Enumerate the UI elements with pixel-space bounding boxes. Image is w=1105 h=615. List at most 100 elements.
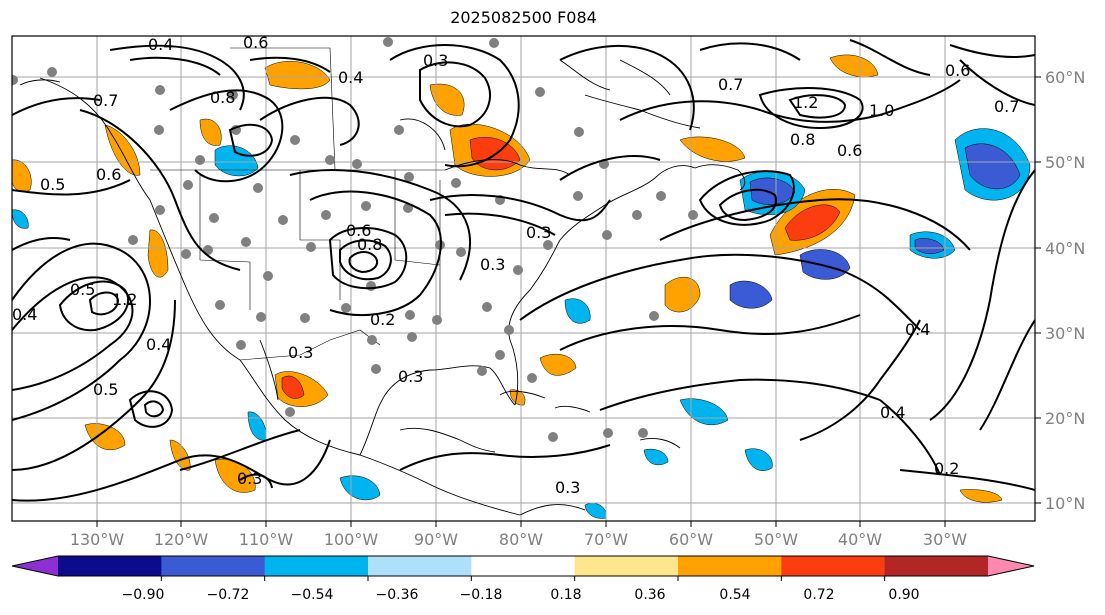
contour-label: 0.7 xyxy=(93,91,118,110)
anomaly-area xyxy=(12,159,32,192)
colorbar-swatch xyxy=(574,556,679,576)
anomaly-area xyxy=(799,249,851,280)
contour-label: 0.3 xyxy=(423,51,448,70)
colorbar-labels: −0.90 −0.72 −0.54 −0.36 −0.18 0.18 0.36 … xyxy=(122,587,920,603)
contour-label: 0.4 xyxy=(12,305,37,324)
colorbar xyxy=(11,555,1035,581)
map-title: 2025082500 F084 xyxy=(450,8,597,27)
contour-label: 0.2 xyxy=(370,310,395,329)
lon-label: 90°W xyxy=(414,530,458,549)
anomaly-area xyxy=(959,489,1003,503)
contour-label: 0.3 xyxy=(555,478,580,497)
colorbar-tick-label: −0.90 xyxy=(122,587,165,603)
contour-label: 0.6 xyxy=(837,141,862,160)
colorbar-tick-label: −0.36 xyxy=(376,587,419,603)
anomaly-area xyxy=(199,118,222,146)
anomaly-area xyxy=(564,298,591,324)
lat-label: 10°N xyxy=(1045,494,1085,513)
colorbar-tick-label: 0.18 xyxy=(550,587,581,603)
lon-label: 110°W xyxy=(239,530,294,549)
contour-label: 0.6 xyxy=(945,61,970,80)
contour-label: 1.2 xyxy=(793,93,818,112)
anomaly-area xyxy=(12,209,29,229)
contour-label: 0.7 xyxy=(718,75,743,94)
contour-lines xyxy=(12,39,1035,502)
station-markers xyxy=(12,37,698,442)
anomaly-area xyxy=(147,229,169,278)
colorbar-min-extension xyxy=(12,556,58,576)
anomaly-area xyxy=(643,448,669,466)
contour-label: 0.4 xyxy=(880,403,905,422)
anomaly-area xyxy=(214,145,259,177)
contour-label: 0.8 xyxy=(210,88,235,107)
anomaly-area xyxy=(914,238,945,254)
colorbar-swatch xyxy=(161,556,266,576)
contour-label: 0.6 xyxy=(243,33,268,52)
lat-label: 60°N xyxy=(1045,68,1085,87)
anomaly-area xyxy=(169,439,191,471)
lon-label: 70°W xyxy=(584,530,628,549)
lat-label: 30°N xyxy=(1045,324,1085,343)
contour-label: 0.8 xyxy=(357,235,382,254)
contour-labels: 0.4 0.6 0.4 0.3 0.7 0.8 0.7 0.6 1.2 0.6 … xyxy=(12,33,1019,497)
colorbar-swatch xyxy=(781,556,886,576)
lon-label: 130°W xyxy=(70,530,125,549)
contour-label: 0.3 xyxy=(288,343,313,362)
lon-label: 30°W xyxy=(923,530,967,549)
contour-label: 0.8 xyxy=(790,130,815,149)
colorbar-swatch xyxy=(264,556,369,576)
longitude-labels: 130°W 120°W 110°W 100°W 90°W 80°W 70°W 6… xyxy=(70,530,967,549)
anomaly-area xyxy=(679,136,746,162)
anomaly-area xyxy=(829,54,879,78)
contour-label: 0.4 xyxy=(905,320,930,339)
colorbar-tick-label: 0.54 xyxy=(719,587,750,603)
contour-label: 0.3 xyxy=(237,469,262,488)
colorbar-max-extension xyxy=(988,556,1034,576)
contour-label: 0.6 xyxy=(96,165,121,184)
colorbar-swatch xyxy=(678,556,782,576)
contour-label: 0.2 xyxy=(934,459,959,478)
colorbar-tick-label: 0.36 xyxy=(634,587,665,603)
lon-label: 120°W xyxy=(154,530,209,549)
anomaly-area xyxy=(84,423,126,450)
contour-label: 0.6 xyxy=(346,221,371,240)
lat-label: 50°N xyxy=(1045,153,1085,172)
boundaries xyxy=(150,47,445,361)
colorbar-tick-label: 0.90 xyxy=(888,587,919,603)
lat-label: 40°N xyxy=(1045,239,1085,258)
contour-label: 0.3 xyxy=(480,255,505,274)
contour-label: 1.0 xyxy=(869,101,894,120)
anomaly-area xyxy=(264,61,331,90)
axis-ticks xyxy=(96,76,1041,527)
lon-label: 60°W xyxy=(669,530,713,549)
anomaly-area xyxy=(339,475,381,501)
anomaly-area xyxy=(729,280,773,309)
anomaly-area xyxy=(784,204,841,241)
colorbar-swatch xyxy=(471,556,576,576)
anomaly-area xyxy=(744,448,773,471)
anomaly-area xyxy=(281,375,305,399)
latitude-labels: 60°N 50°N 40°N 30°N 20°N 10°N xyxy=(1045,68,1085,513)
lon-label: 80°W xyxy=(499,530,543,549)
contour-label: 0.5 xyxy=(40,175,65,194)
colorbar-swatch xyxy=(368,556,472,576)
colorbar-swatch xyxy=(58,556,162,576)
colorbar-tick-label: −0.18 xyxy=(460,587,503,603)
lon-label: 50°W xyxy=(754,530,798,549)
contour-label: 0.7 xyxy=(994,97,1019,116)
contour-label: 0.4 xyxy=(338,68,363,87)
map-frame xyxy=(11,35,1036,522)
anomaly-area xyxy=(539,353,577,376)
anomaly-area xyxy=(429,83,465,116)
colorbar-swatch xyxy=(884,556,989,576)
contour-label: 0.3 xyxy=(526,223,551,242)
lon-label: 100°W xyxy=(324,530,379,549)
contour-label: 0.4 xyxy=(146,335,171,354)
lon-label: 40°W xyxy=(838,530,882,549)
anomaly-area xyxy=(749,177,796,205)
contour-label: 0.4 xyxy=(148,35,173,54)
colorbar-outline xyxy=(11,555,1035,577)
contour-label: 1.2 xyxy=(112,290,137,309)
colorbar-tick-label: −0.72 xyxy=(207,587,250,603)
